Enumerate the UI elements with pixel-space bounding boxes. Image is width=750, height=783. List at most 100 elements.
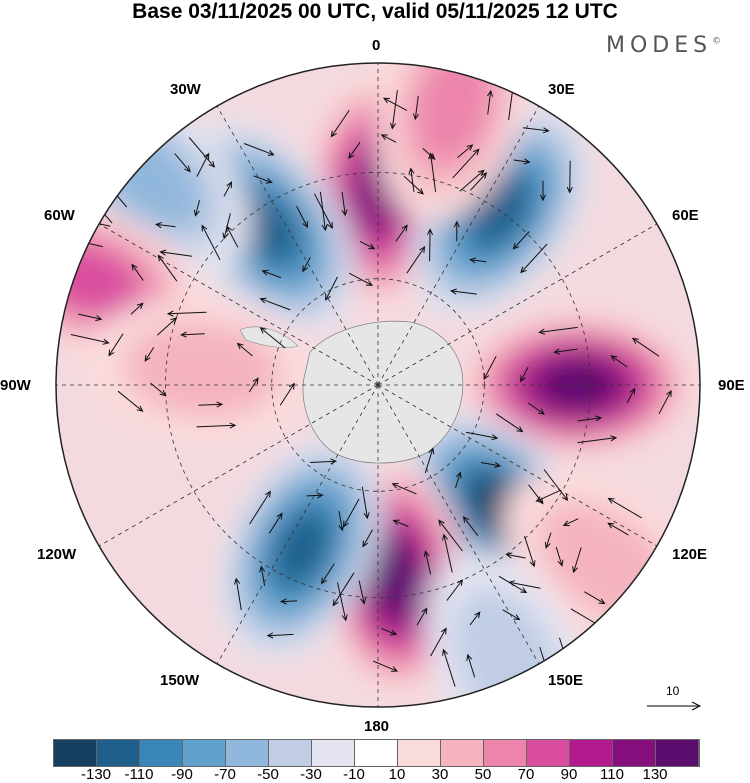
colorbar-tick-label: -110: [124, 766, 154, 783]
meridian-line: [377, 223, 658, 386]
wind-arrow: [524, 535, 536, 568]
wind-arrow: [131, 263, 144, 281]
wind-arrow: [442, 533, 453, 573]
wind-arrow: [155, 222, 176, 229]
lon-label-60e: 60E: [672, 207, 699, 224]
wind-arrow: [313, 193, 333, 230]
wind-arrow: [249, 490, 271, 525]
wind-arrow: [495, 413, 524, 433]
colorbar-tick-label: -50: [257, 766, 279, 783]
wind-arrow: [406, 246, 426, 274]
wind-arrow: [332, 572, 355, 607]
reference-vector: [647, 701, 702, 711]
meridian-line: [216, 105, 379, 386]
wind-arrow: [361, 486, 370, 520]
wind-arrow: [341, 191, 348, 217]
wind-arrow: [577, 435, 618, 444]
wind-arrow: [348, 141, 361, 160]
wind-arrow: [222, 213, 231, 240]
wind-arrow: [38, 247, 50, 258]
wind-arrow: [279, 598, 298, 605]
wind-arrow: [296, 205, 308, 229]
wind-arrow: [470, 172, 488, 191]
wind-arrow: [535, 490, 561, 502]
colorbar-swatch: [527, 740, 570, 766]
wind-arrow: [520, 366, 529, 383]
anomaly-contour: [236, 191, 298, 263]
wind-arrow: [422, 147, 436, 160]
colorbar-swatch: [355, 740, 398, 766]
wind-arrow: [430, 627, 447, 657]
lon-label-60w: 60W: [44, 207, 75, 224]
wind-arrow: [125, 132, 147, 139]
lon-label-90e: 90E: [718, 377, 745, 394]
wind-arrow: [174, 153, 191, 173]
colorbar: [53, 739, 700, 767]
wind-arrow: [201, 224, 221, 261]
wind-arrow: [498, 575, 528, 594]
wind-arrow: [446, 579, 464, 601]
wind-arrow: [325, 276, 338, 301]
wind-arrow: [577, 415, 603, 422]
wind-arrow: [38, 280, 49, 296]
wind-arrow: [522, 127, 550, 134]
lon-label-90w: 90W: [0, 377, 31, 394]
meridian-line: [98, 223, 379, 386]
colorbar-swatch: [484, 740, 527, 766]
wind-arrow: [469, 611, 481, 626]
antarctica-landmass: [239, 320, 464, 464]
wind-arrow: [391, 483, 417, 495]
wind-arrow: [150, 382, 167, 397]
wind-arrow: [607, 497, 643, 519]
colorbar-tick-label: -70: [214, 766, 236, 783]
lon-label-30w: 30W: [170, 81, 201, 98]
wind-arrow: [101, 143, 108, 161]
wind-arrow: [631, 337, 660, 357]
lon-label-0: 0: [372, 37, 381, 54]
colorbar-swatch: [183, 740, 226, 766]
lon-label-120e: 120E: [672, 546, 708, 563]
wind-arrow: [505, 552, 526, 559]
colorbar-swatch: [97, 740, 140, 766]
wind-arrow: [626, 387, 636, 404]
wind-arrow: [320, 563, 335, 585]
colorbar-swatch: [656, 740, 699, 766]
wind-arrow: [223, 181, 233, 197]
wind-arrow: [438, 519, 463, 552]
meridian-line: [377, 384, 540, 665]
wind-arrow: [471, 51, 483, 62]
wind-arrow: [259, 327, 286, 349]
wind-arrow: [442, 648, 456, 687]
colorbar-tick-label: -30: [300, 766, 322, 783]
colorbar-tick-label: 90: [560, 766, 578, 783]
wind-arrow: [658, 389, 672, 415]
colorbar-swatch: [613, 740, 656, 766]
wind-arrow: [553, 348, 578, 355]
anomaly-contour: [273, 511, 330, 586]
wind-arrow: [534, 699, 545, 707]
graticule: [56, 63, 700, 707]
wind-arrow: [403, 175, 424, 195]
wind-arrow: [198, 401, 224, 408]
lon-label-120w: 120W: [37, 546, 77, 563]
wind-arrow: [359, 240, 376, 250]
wind-arrow: [180, 331, 205, 338]
anomaly-contour: [541, 361, 614, 409]
meridian-line: [377, 384, 658, 547]
wind-arrow: [156, 317, 178, 336]
lon-label-150e: 150E: [548, 672, 584, 689]
meridian-line: [216, 384, 379, 665]
wind-arrow: [109, 103, 143, 112]
wind-arrow: [392, 519, 409, 527]
wind-arrow: [543, 469, 569, 501]
colorbar-swatch: [54, 740, 97, 766]
wind-arrow: [607, 522, 629, 536]
wind-arrow: [634, 600, 651, 609]
wind-arrow: [261, 269, 282, 279]
wind-arrow: [480, 461, 502, 468]
anomaly-field: [56, 63, 700, 707]
colorbar-swatch: [269, 740, 312, 766]
colorbar-swatch: [441, 740, 484, 766]
wind-arrow: [193, 199, 200, 217]
colorbar-swatch: [226, 740, 269, 766]
